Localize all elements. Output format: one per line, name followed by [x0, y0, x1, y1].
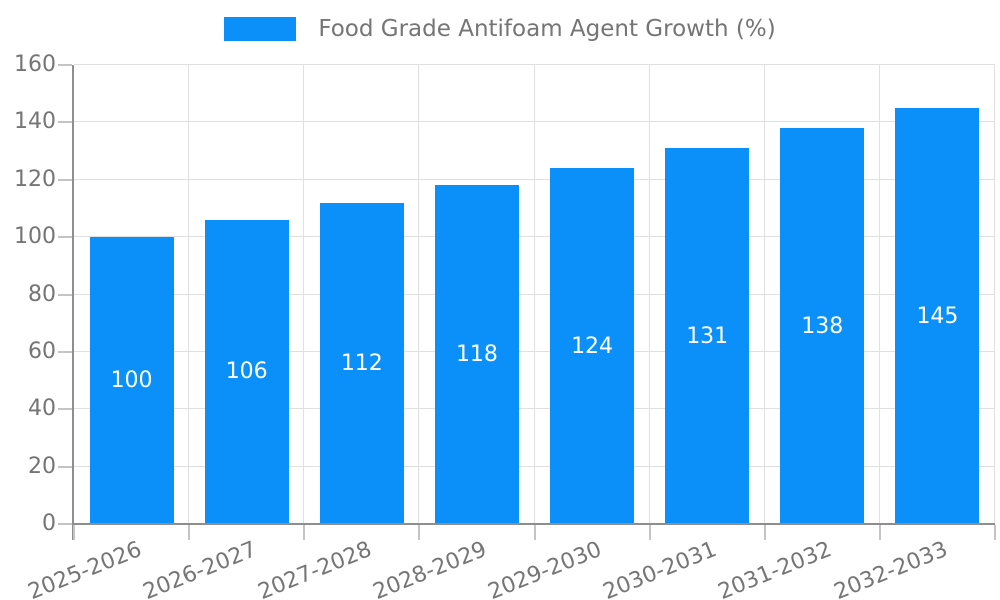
bar-value-label: 131 — [686, 323, 729, 349]
y-tick-mark — [58, 121, 72, 124]
y-tick-mark — [58, 293, 72, 296]
y-tick-mark — [58, 465, 72, 468]
x-tick-label: 2032-2033 — [830, 537, 951, 600]
x-axis-line — [72, 523, 995, 525]
x-tick-label: 2030-2031 — [599, 537, 721, 600]
bar[interactable]: 100 — [89, 237, 174, 524]
x-tick-mark — [188, 525, 191, 540]
x-tick-label: 2028-2029 — [369, 537, 491, 600]
bar[interactable]: 138 — [780, 128, 865, 524]
y-tick-label: 80 — [28, 281, 56, 307]
y-tick-mark — [58, 236, 72, 239]
y-tick-mark — [58, 408, 72, 411]
bar[interactable]: 106 — [204, 219, 289, 524]
x-tick-label: 2031-2032 — [715, 537, 836, 600]
x-tick-label: 2029-2030 — [484, 537, 606, 600]
bar-value-label: 138 — [801, 313, 844, 339]
bar-value-label: 118 — [455, 342, 498, 368]
x-tick-mark — [73, 525, 75, 540]
v-gridline — [188, 65, 190, 524]
y-tick-label: 120 — [14, 166, 56, 192]
y-tick-mark — [58, 64, 72, 66]
h-gridline — [74, 178, 995, 180]
h-gridline — [74, 236, 995, 238]
bar[interactable]: 131 — [665, 148, 750, 524]
y-tick-label: 140 — [14, 109, 56, 135]
h-gridline — [74, 408, 995, 410]
bar-value-label: 100 — [110, 368, 153, 394]
x-tick-label: 2027-2028 — [254, 537, 376, 600]
legend[interactable]: Food Grade Antifoam Agent Growth (%) — [0, 16, 1000, 42]
v-gridline — [878, 65, 880, 524]
legend-swatch-icon — [224, 17, 297, 41]
h-gridline — [74, 64, 995, 65]
y-tick-mark — [58, 523, 72, 525]
x-tick-label: 2026-2027 — [139, 537, 261, 600]
x-tick-label: 2025-2026 — [24, 537, 145, 600]
y-tick-mark — [58, 350, 72, 353]
x-tick-mark — [763, 525, 766, 540]
v-gridline — [994, 65, 995, 524]
h-gridline — [74, 350, 995, 352]
y-tick-label: 0 — [42, 511, 56, 536]
bar-value-label: 106 — [225, 359, 268, 385]
y-tick-label: 40 — [28, 396, 56, 422]
x-tick-mark — [648, 525, 651, 540]
v-gridline — [763, 65, 765, 524]
legend-label: Food Grade Antifoam Agent Growth (%) — [318, 16, 776, 42]
v-gridline — [303, 65, 305, 524]
y-tick-label: 160 — [14, 52, 56, 77]
v-gridline — [648, 65, 650, 524]
y-tick-label: 60 — [28, 338, 56, 364]
x-tick-mark — [878, 525, 881, 540]
h-gridline — [74, 465, 995, 467]
v-gridline — [533, 65, 535, 524]
bar[interactable]: 112 — [319, 202, 404, 524]
x-tick-mark — [994, 525, 996, 540]
bar-value-label: 124 — [571, 333, 614, 359]
x-tick-mark — [418, 525, 421, 540]
y-axis-line — [72, 65, 74, 540]
bar[interactable]: 145 — [895, 108, 980, 524]
h-gridline — [74, 293, 995, 295]
bar[interactable]: 124 — [550, 168, 635, 524]
bar-value-label: 112 — [340, 350, 383, 376]
y-tick-label: 20 — [28, 453, 56, 479]
bar[interactable]: 118 — [434, 185, 519, 524]
x-tick-mark — [533, 525, 536, 540]
x-tick-mark — [303, 525, 306, 540]
y-tick-label: 100 — [14, 224, 56, 250]
h-gridline — [74, 121, 995, 123]
bar-value-label: 145 — [916, 303, 959, 329]
y-tick-mark — [58, 178, 72, 181]
v-gridline — [418, 65, 420, 524]
